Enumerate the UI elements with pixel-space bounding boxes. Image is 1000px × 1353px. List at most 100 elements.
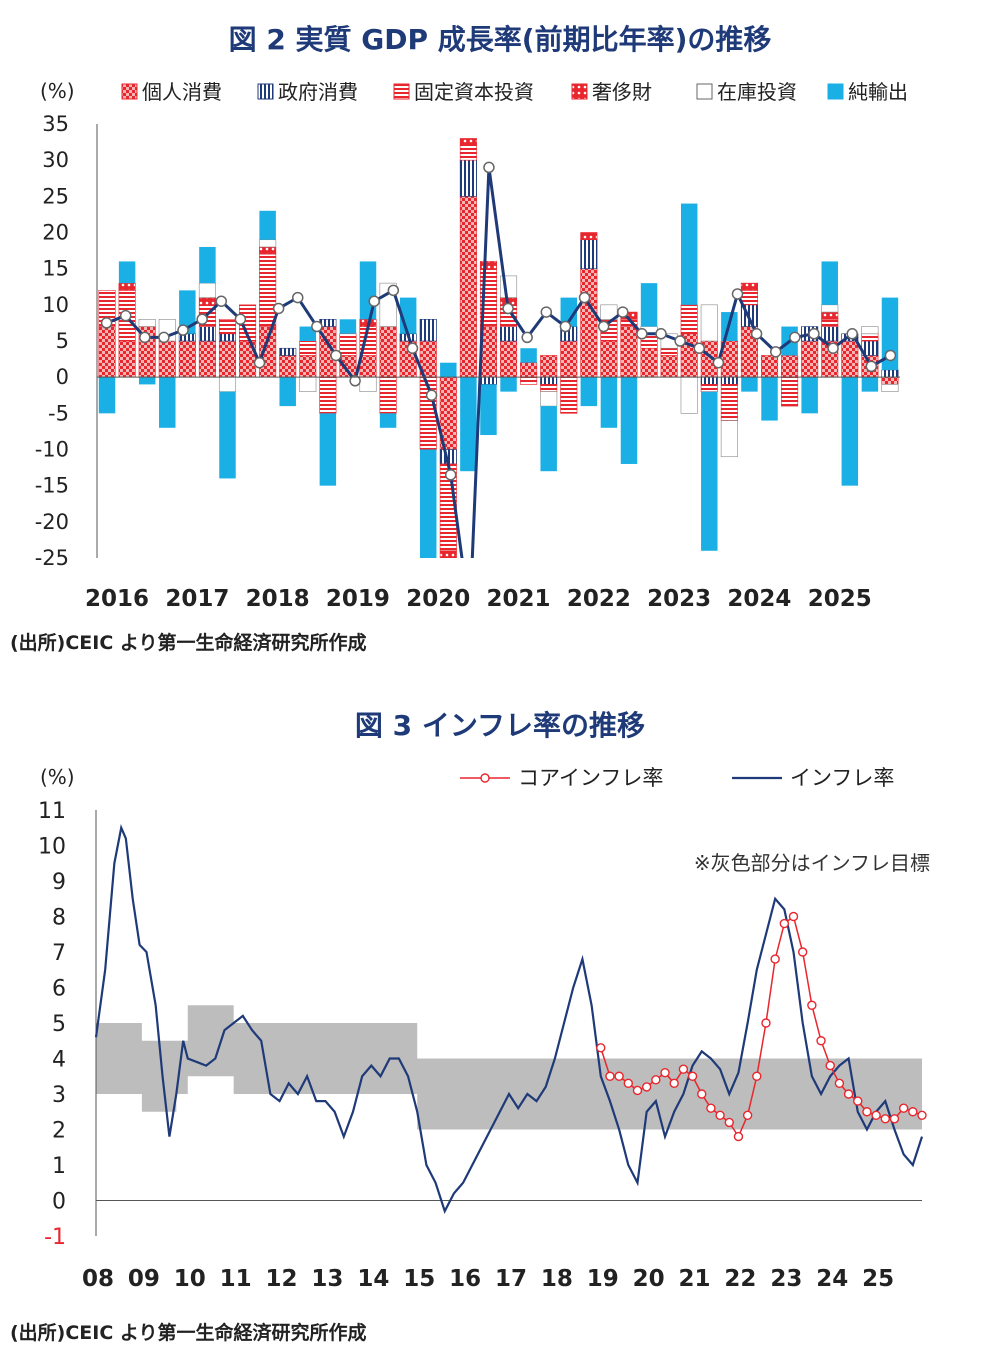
bar-segment [680,376,698,414]
y-tick-label: -1 [44,1225,66,1250]
gdp-growth-point [789,331,801,344]
bar-segment [821,311,839,320]
y-tick-label: 2 [52,1119,66,1144]
x-year-label: 2024 [727,586,791,612]
bar-segment [861,377,879,392]
bar-segment [459,145,477,161]
legend-label: インフレ率 [790,766,894,790]
legend-swatch [121,83,138,100]
bar-segment [218,376,237,392]
bar-segment [580,377,598,407]
x-tick-label: 24 [816,1266,848,1292]
x-year-label: 2023 [647,586,711,612]
gdp-growth-point [483,161,495,174]
core-inflation-point [779,918,790,929]
bar-segment [620,377,638,464]
bar-segment [500,340,518,378]
bar-segment [118,340,136,378]
bar-segment [600,377,618,428]
bar-segment [781,376,799,407]
x-tick-label: 14 [357,1266,389,1292]
gdp-growth-point [827,342,839,354]
bar-segment [440,362,457,378]
bar-segment [520,362,538,378]
bar-segment [560,297,577,327]
legend-label: 個人消費 [142,80,222,104]
bar-segment [881,384,899,392]
gdp-growth-point [655,328,667,340]
bar-segment [781,355,799,378]
core-inflation-point [614,1071,624,1081]
y-tick-label: 6 [52,977,66,1002]
bar-segment [700,376,718,385]
core-inflation-point [623,1078,634,1089]
core-inflation-point [678,1064,689,1074]
core-inflation-point [898,1103,909,1113]
core-inflation-point [770,954,780,964]
core-inflation-point [825,1060,835,1071]
core-inflation-point [908,1107,918,1117]
x-tick-label: 15 [403,1266,435,1292]
figure2-chart: 35 30 25 20 15 10 5 0 -5 -10 -15 -20 -25 (%) 2016 2017 2… [35,79,908,612]
bar-segment [620,326,638,378]
x-tick-label: 10 [174,1266,206,1292]
x-tick-label: 11 [220,1266,252,1292]
gdp-growth-point [750,328,763,340]
gdp-growth-point [139,331,151,344]
bar-segment [259,253,277,327]
y-tick-label: -5 [48,401,69,425]
bar-segment [560,340,578,378]
bar-segment [720,384,738,421]
core-inflation-point [807,1000,817,1010]
bar-segment [460,377,477,472]
gdp-growth-point [502,302,514,315]
x-year-label: 2021 [487,586,551,612]
bar-segment [821,326,839,342]
bar-segment [801,377,818,414]
legend-swatch [696,83,713,100]
bar-segment [279,377,296,407]
gdp-growth-point [884,349,897,362]
bar-segment [459,196,477,378]
gdp-growth-point [119,309,132,322]
bar-segment [540,355,558,378]
bar-segment [178,340,196,378]
bar-segment [821,261,838,305]
legend-label: 純輸出 [848,80,908,104]
bar-segment [540,391,558,407]
target-band-annotation: ※灰色部分はインフレ目標 [694,851,930,875]
x-tick-label: 23 [770,1266,802,1292]
gdp-growth-point [597,320,610,333]
x-tick-label: 21 [679,1266,711,1292]
bar-segment [821,318,839,327]
core-inflation-point [651,1075,661,1085]
bar-segment [540,384,558,392]
bar-segment [179,290,196,334]
gdp-growth-point [578,291,591,304]
bar-segment [339,355,357,378]
bar-segment [218,340,237,378]
bar-segment [159,377,176,428]
legend-label: 政府消費 [278,80,358,104]
bar-segment [259,210,276,240]
gdp-growth-point [196,313,208,326]
y-tick-label: 11 [38,799,66,824]
gdp-growth-point [177,324,189,336]
bar-segment [439,550,457,558]
y-tick-label: 1 [52,1154,66,1179]
core-inflation-point [687,1071,698,1081]
y-tick-label: 0 [52,1190,66,1215]
bar-segment [761,377,778,421]
bar-segment [520,376,538,385]
x-year-label: 2016 [85,586,149,612]
core-inflation-point [706,1103,716,1113]
gdp-growth-point [731,288,744,300]
bar-segment [198,326,216,342]
core-inflation-point [742,1110,753,1120]
legend-label: 奢侈財 [592,80,652,104]
bar-segment [480,384,497,436]
bar-segment [700,304,718,342]
core-inflation-point [797,947,808,957]
bar-segment [680,203,698,305]
y-tick-label: 25 [42,184,69,208]
